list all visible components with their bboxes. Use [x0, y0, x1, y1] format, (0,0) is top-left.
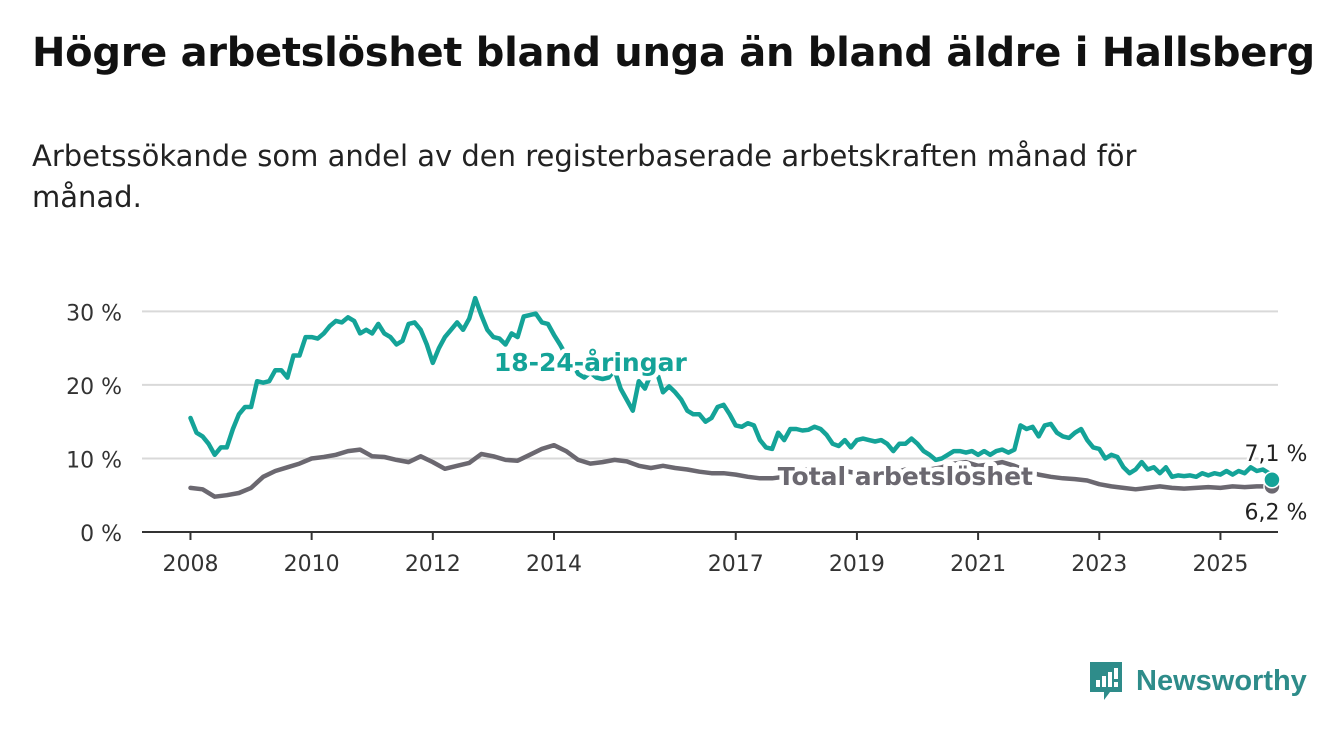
- gridlines: [142, 310, 1278, 460]
- series-line-1: [188, 442, 1275, 499]
- chart-subtitle: Arbetssökande som andel av den registerb…: [32, 139, 1137, 214]
- newsworthy-logo: Newsworthy: [1088, 660, 1307, 702]
- y-tick-label: 20 %: [66, 375, 122, 400]
- newsworthy-logo-icon: [1090, 662, 1122, 700]
- series-end-label-0: 7,1 %: [1244, 442, 1307, 467]
- y-tick-label: 30 %: [66, 301, 122, 326]
- newsworthy-logo-text: Newsworthy: [1136, 664, 1307, 697]
- x-tick-label: 2023: [1071, 552, 1127, 577]
- series-end-label-1: 6,2 %: [1244, 500, 1307, 525]
- x-tick-label: 2025: [1192, 552, 1248, 577]
- series-name-label-0: 18-24-åringar: [494, 348, 688, 377]
- y-tick-label: 10 %: [66, 448, 122, 473]
- series-end-dot-0: [1263, 471, 1281, 489]
- y-axis-ticks: 0 % 10 % 20 % 30 %: [66, 301, 122, 547]
- series-name-label-1: Total arbetslöshet: [778, 462, 1033, 491]
- series-lines: [188, 295, 1281, 499]
- x-tick-label: 2008: [162, 552, 218, 577]
- x-tick-label: 2012: [405, 552, 461, 577]
- x-tick-label: 2019: [829, 552, 885, 577]
- y-tick-label: 0 %: [80, 522, 122, 547]
- series-labels: 7,1 % 6,2 % 18-24-åringar Total arbetslöshe…: [489, 343, 1310, 528]
- series-line-0: [188, 295, 1275, 483]
- x-axis: 2008 2010 2012 2014 2017 2019 2021 2023 2025: [142, 531, 1278, 577]
- x-tick-label: 2017: [708, 552, 764, 577]
- x-tick-label: 2021: [950, 552, 1006, 577]
- x-tick-label: 2010: [284, 552, 340, 577]
- x-tick-label: 2014: [526, 552, 582, 577]
- chart-title: Högre arbetslöshet bland unga än bland ä…: [32, 30, 1315, 76]
